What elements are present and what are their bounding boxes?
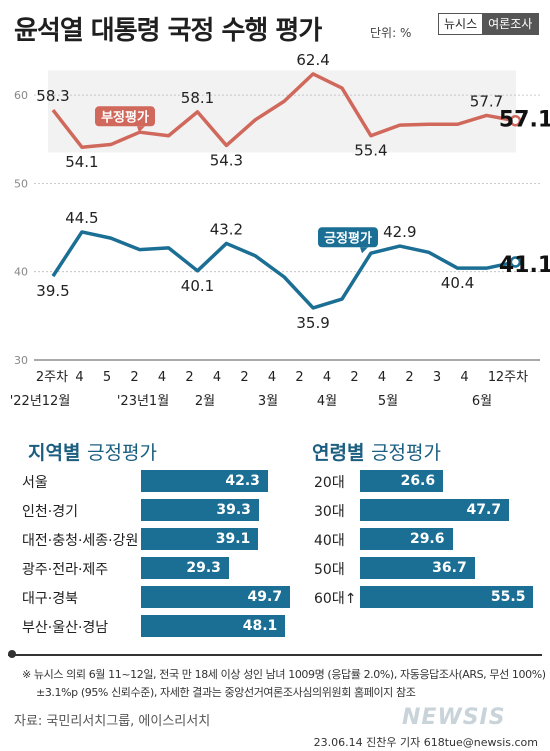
region-label-2: 대전·충청·세종·강원	[22, 533, 139, 549]
region-label-5: 부산·울산·경남	[22, 620, 109, 636]
x-period-4: 4월	[317, 394, 337, 409]
newsis-poll-logo: 뉴시스 여론조사	[438, 13, 540, 35]
data-label-1-14: 40.4	[441, 274, 474, 292]
data-label-0-15: 57.7	[470, 92, 503, 110]
age-bar-1: 47.7	[360, 499, 510, 521]
series-tag-bg-0	[95, 106, 155, 127]
y-tick-40: 40	[14, 266, 28, 279]
age-title-bold: 연령별	[312, 442, 365, 464]
note-line-1: ※ 뉴시스 의뢰 6월 11~12일, 전국 만 18세 이상 성인 남녀 10…	[22, 668, 546, 681]
logo-right-text: 여론조사	[482, 14, 539, 34]
data-label-0-0: 58.3	[36, 87, 69, 105]
x-period-1: '23년1월	[117, 394, 169, 409]
logo-left-text: 뉴시스	[439, 14, 483, 34]
x-tick-11: 2	[350, 370, 358, 385]
x-tick-12: 4	[378, 370, 386, 385]
region-title-bold: 지역별	[28, 442, 81, 464]
note-line-2: ±3.1%p (95% 신뢰수준), 자세한 결과는 중앙선거여론조사심의위원회…	[36, 686, 416, 699]
region-bar-1: 39.3	[141, 499, 259, 521]
age-label-1: 30대	[314, 504, 345, 520]
x-tick-8: 4	[268, 370, 276, 385]
region-bar-5: 48.1	[141, 615, 286, 637]
unit-label: 단위: %	[370, 26, 412, 40]
x-tick-10: 4	[323, 370, 331, 385]
region-label-4: 대구·경북	[22, 591, 78, 607]
age-label-3: 50대	[314, 562, 345, 578]
region-label-0: 서울	[22, 475, 48, 491]
point-1-16	[509, 256, 522, 268]
age-section-title: 연령별 긍정평가	[312, 438, 441, 465]
x-tick-2: 5	[103, 370, 111, 385]
source-text: 자료: 국민리서치그룹, 에이스리서치	[14, 714, 211, 729]
region-title-light: 긍정평가	[87, 442, 157, 464]
x-tick-7: 2	[240, 370, 248, 385]
data-label-1-9: 35.9	[296, 314, 329, 332]
region-section-title: 지역별 긍정평가	[28, 438, 157, 465]
credit-text: 23.06.14 진찬우 기자 618tue@newsis.com	[313, 736, 538, 749]
age-label-4: 60대↑	[314, 591, 357, 607]
age-title-light: 긍정평가	[371, 442, 441, 464]
x-period-2: 2월	[195, 394, 215, 409]
series-tag-1: 긍정평가	[324, 230, 372, 246]
region-bar-2: 39.1	[141, 528, 259, 550]
x-tick-1: 4	[75, 370, 83, 385]
data-label-0-9: 62.4	[296, 51, 329, 69]
x-period-6: 6월	[472, 394, 492, 409]
page-title: 윤석열 대통령 국정 수행 평가	[14, 16, 322, 46]
series-tag-pointer-0	[137, 126, 145, 133]
series-tag-pointer-1	[360, 247, 368, 254]
notes-divider-dot	[8, 650, 16, 658]
region-label-3: 광주·전라·제주	[22, 562, 109, 578]
age-label-0: 20대	[314, 475, 345, 491]
data-label-1-1: 44.5	[65, 209, 98, 227]
y-tick-60: 60	[14, 89, 28, 102]
x-tick-14: 3	[433, 370, 441, 385]
last-value-0: 57.1	[499, 108, 550, 133]
age-bar-3: 36.7	[360, 557, 475, 579]
x-tick-15: 4	[460, 370, 468, 385]
region-label-1: 인천·경기	[22, 504, 78, 520]
x-period-3: 3월	[258, 394, 278, 409]
region-bar-4: 49.7	[141, 586, 291, 608]
age-label-2: 40대	[314, 533, 345, 549]
x-tick-16: 1	[488, 370, 496, 385]
x-period-0: '22년12월	[10, 394, 71, 409]
data-label-0-5: 58.1	[181, 89, 214, 107]
age-bar-2: 29.6	[360, 528, 453, 550]
series-tag-0: 부정평가	[101, 109, 149, 125]
x-period-5: 5월	[378, 394, 398, 409]
x-tick-6: 4	[213, 370, 221, 385]
region-bar-3: 29.3	[141, 557, 229, 579]
y-tick-50: 50	[14, 177, 28, 190]
x-tick-5: 2	[185, 370, 193, 385]
x-tick-9: 2	[295, 370, 303, 385]
last-value-1: 41.1	[499, 253, 550, 278]
x-tick-0: 2주차	[36, 370, 68, 385]
age-bar-4: 55.5	[360, 586, 534, 608]
data-label-1-0: 39.5	[36, 282, 69, 300]
data-label-0-1: 54.1	[65, 153, 98, 171]
region-bar-0: 42.3	[141, 470, 268, 492]
x-tick-13: 2	[405, 370, 413, 385]
data-label-1-6: 43.2	[210, 220, 243, 238]
data-label-1-5: 40.1	[181, 277, 214, 295]
series-line-1	[51, 230, 516, 310]
x-tick-4: 4	[158, 370, 166, 385]
point-0-16	[509, 114, 522, 127]
x-tick-3: 2	[130, 370, 138, 385]
newsis-watermark: NEWSIS	[402, 705, 506, 730]
data-label-0-11: 55.4	[354, 142, 387, 160]
age-bar-0: 26.6	[360, 470, 444, 492]
data-label-0-6: 54.3	[210, 151, 243, 169]
data-label-1-12: 42.9	[383, 223, 416, 241]
x-tick-17: 2주차	[496, 370, 528, 385]
notes-divider	[8, 654, 542, 656]
y-tick-30: 30	[14, 354, 28, 367]
series-tag-bg-1	[318, 227, 378, 248]
